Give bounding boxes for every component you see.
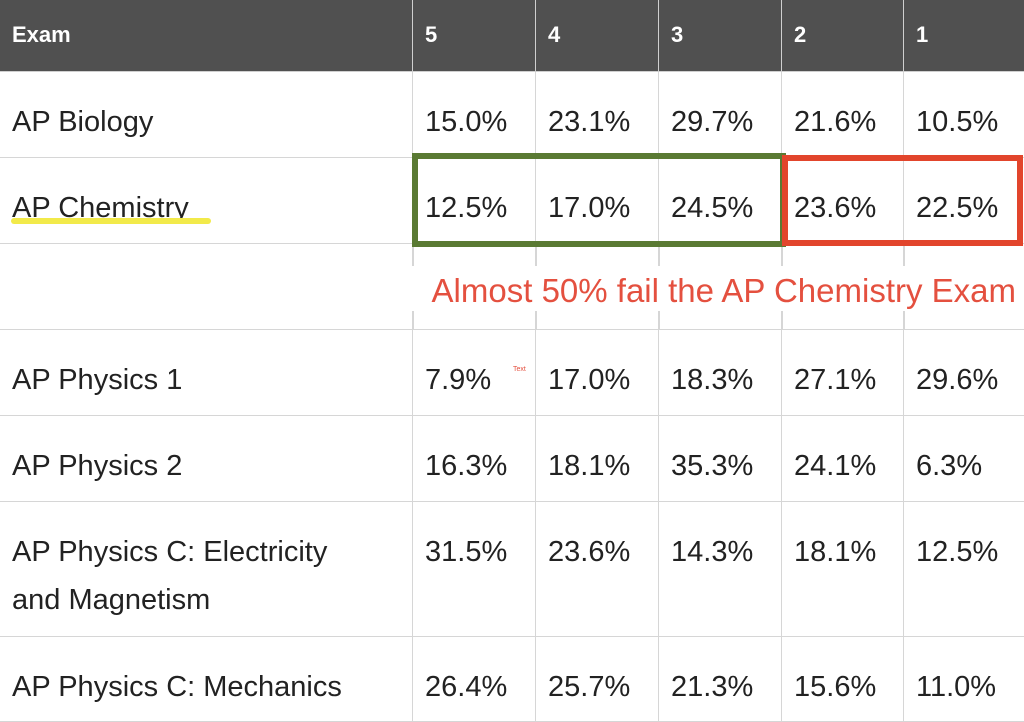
table-row: AP Physics C: Electricity and Magnetism 3…	[0, 502, 1024, 637]
chemistry-underline-highlight	[11, 218, 211, 224]
exam-name: AP Physics 2	[12, 450, 183, 482]
header-score-4: 4	[535, 0, 658, 71]
header-score-5: 5	[412, 0, 535, 71]
annotation-row: Almost 50% fail the AP Chemistry Exam	[0, 244, 1024, 330]
score-cell: 21.6%	[781, 72, 903, 157]
score-cell: 29.6%	[903, 330, 1024, 415]
exam-name: AP Physics 1	[12, 364, 183, 396]
score-cell: 14.3%	[658, 502, 781, 636]
exam-name: AP Chemistry	[12, 192, 189, 224]
score-cell: 12.5%	[903, 502, 1024, 636]
table-header: Exam 5 4 3 2 1	[0, 0, 1024, 72]
score-cell: 24.5%	[658, 158, 781, 243]
score-cell: 24.1%	[781, 416, 903, 501]
table-row: AP Physics 2 16.3% 18.1% 35.3% 24.1% 6.3%	[0, 416, 1024, 502]
score-cell: 15.0%	[412, 72, 535, 157]
score-cell: 11.0%	[903, 637, 1024, 721]
header-score-1: 1	[903, 0, 1024, 71]
annotation-text: Almost 50% fail the AP Chemistry Exam	[429, 272, 1018, 310]
score-cell: 18.3%	[658, 330, 781, 415]
score-cell: 16.3%	[412, 416, 535, 501]
score-cell: 22.5%	[903, 158, 1024, 243]
score-cell: 18.1%	[781, 502, 903, 636]
score-cell: 6.3%	[903, 416, 1024, 501]
score-cell: 23.6%	[781, 158, 903, 243]
header-score-3: 3	[658, 0, 781, 71]
passing-scores-box	[412, 153, 786, 247]
score-cell: 29.7%	[658, 72, 781, 157]
score-cell: 7.9%	[412, 330, 535, 415]
score-cell: 23.6%	[535, 502, 658, 636]
score-cell: 26.4%	[412, 637, 535, 721]
score-cell: 18.1%	[535, 416, 658, 501]
exam-name: AP Physics C: Electricity and Magnetism	[12, 536, 328, 616]
score-cell: 23.1%	[535, 72, 658, 157]
score-cell: 35.3%	[658, 416, 781, 501]
header-score-2: 2	[781, 0, 903, 71]
score-cell: 17.0%	[535, 158, 658, 243]
score-cell: 31.5%	[412, 502, 535, 636]
exam-name: AP Biology	[12, 106, 154, 138]
table-row: AP Physics 1 7.9% 17.0% 18.3% 27.1% 29.6%	[0, 330, 1024, 416]
score-cell: 25.7%	[535, 637, 658, 721]
score-cell: 17.0%	[535, 330, 658, 415]
table-row: AP Biology 15.0% 23.1% 29.7% 21.6% 10.5%	[0, 72, 1024, 158]
exam-name: AP Physics C: Mechanics	[12, 671, 342, 703]
tiny-text-label: Text	[513, 366, 526, 373]
score-cell: 27.1%	[781, 330, 903, 415]
header-exam: Exam	[12, 22, 71, 47]
score-cell: 21.3%	[658, 637, 781, 721]
failing-scores-box	[782, 155, 1023, 246]
score-cell: 10.5%	[903, 72, 1024, 157]
table-row: AP Physics C: Mechanics 26.4% 25.7% 21.3% 15…	[0, 637, 1024, 722]
score-cell: 15.6%	[781, 637, 903, 721]
